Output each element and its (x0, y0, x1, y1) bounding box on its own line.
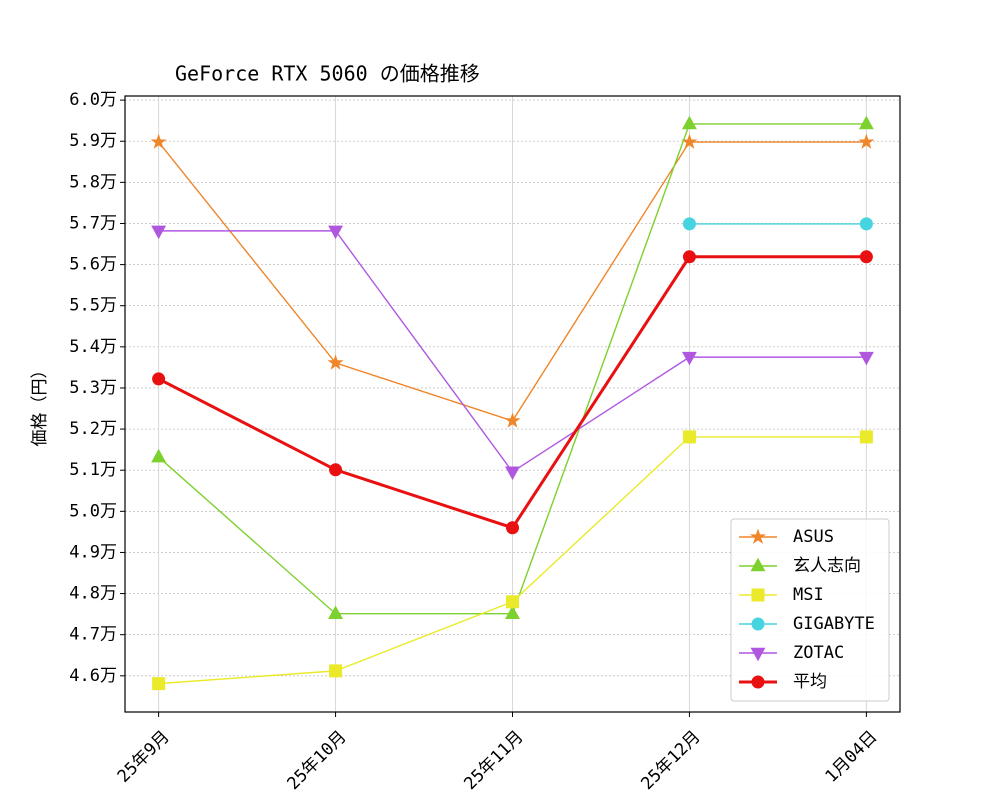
x-tick-label: 25年11月 (460, 727, 527, 794)
marker (151, 225, 167, 240)
legend-box (730, 518, 890, 702)
x-tick-label: 25年12月 (637, 727, 704, 794)
marker (681, 133, 698, 149)
marker (329, 463, 343, 477)
y-tick-label: 4.6万 (69, 666, 117, 686)
marker (505, 605, 520, 620)
marker (504, 412, 521, 428)
marker (506, 595, 519, 609)
marker (682, 430, 696, 444)
marker (751, 675, 765, 689)
y-tick-label: 5.4万 (69, 337, 117, 357)
marker (750, 557, 766, 572)
y-tick-label: 6.0万 (69, 90, 117, 110)
chart-title: GeForce RTX 5060 の価格推移 (175, 62, 480, 86)
legend-label: MSI (793, 585, 824, 605)
y-tick-label: 4.9万 (69, 542, 117, 562)
marker (327, 354, 344, 370)
marker (751, 617, 765, 631)
marker (328, 225, 344, 240)
marker (681, 351, 697, 366)
y-tick-label: 4.8万 (69, 584, 117, 604)
y-tick-label: 5.1万 (69, 460, 117, 480)
marker (328, 605, 344, 620)
y-tick-label: 5.9万 (69, 131, 117, 151)
x-tick-label: 25年9月 (114, 727, 174, 787)
marker (506, 521, 519, 535)
marker (152, 677, 166, 691)
y-tick-label: 4.7万 (69, 625, 117, 645)
legend-label: 玄人志向 (793, 556, 861, 576)
marker (858, 351, 874, 366)
marker (859, 217, 873, 231)
marker (751, 588, 765, 602)
marker (505, 466, 520, 481)
marker (329, 664, 343, 678)
marker (152, 372, 166, 386)
legend: ASUS 玄人志向 MSI GIGABYTE ZOTAC 平均 (730, 518, 890, 702)
y-tick-label: 5.3万 (69, 378, 117, 398)
marker (150, 133, 167, 149)
y-tick-label: 5.7万 (69, 213, 117, 233)
y-tick-label: 5.6万 (69, 255, 117, 275)
marker (749, 528, 767, 544)
marker (859, 430, 873, 444)
marker (858, 115, 874, 130)
legend-label: ASUS (793, 527, 834, 547)
y-tick-label: 5.0万 (69, 501, 117, 521)
legend-label: ZOTAC (793, 643, 844, 663)
y-tick-label: 5.2万 (69, 419, 117, 439)
marker (151, 448, 167, 463)
marker (859, 250, 873, 264)
x-tick-label: 25年10月 (283, 727, 350, 794)
marker (681, 115, 697, 130)
marker (682, 250, 696, 264)
marker (858, 133, 875, 149)
plot-frame (124, 95, 901, 713)
marker (682, 217, 696, 231)
legend-label: GIGABYTE (793, 614, 875, 634)
y-tick-label: 5.8万 (69, 172, 117, 192)
y-tick-label: 5.5万 (69, 296, 117, 316)
x-tick-label: 1月04日 (822, 727, 882, 787)
y-axis-label: 価格（円） (30, 362, 50, 447)
legend-label: 平均 (793, 672, 827, 692)
marker (750, 647, 766, 662)
